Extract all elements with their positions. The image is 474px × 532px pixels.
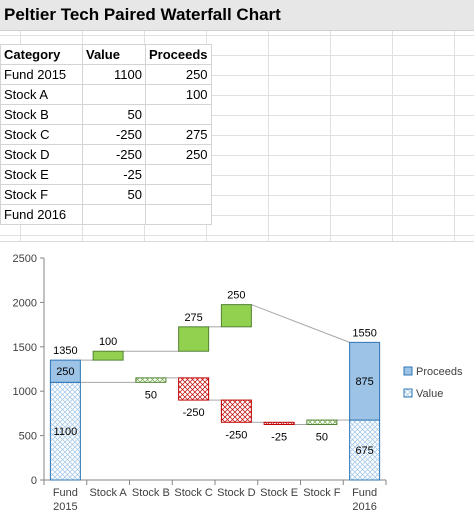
legend-swatch-value bbox=[403, 388, 413, 398]
table-cell[interactable]: Stock E bbox=[0, 164, 83, 185]
bar-proceeds-stock-d[interactable] bbox=[220, 304, 252, 328]
x-tick-label: 2015 bbox=[53, 501, 77, 513]
data-label: 50 bbox=[145, 389, 157, 401]
data-label: 100 bbox=[99, 336, 117, 348]
x-tick-label: Stock D bbox=[217, 487, 256, 499]
bar-proceeds-fund-2015[interactable] bbox=[49, 359, 81, 383]
data-label: 250 bbox=[227, 290, 245, 302]
y-tick-label: 1500 bbox=[13, 342, 37, 354]
data-label: 675 bbox=[355, 445, 373, 457]
table-cell[interactable]: Fund 2015 bbox=[0, 64, 83, 85]
y-tick-label: 2000 bbox=[13, 297, 37, 309]
header-value[interactable]: Value bbox=[82, 44, 146, 65]
y-tick-label: 2500 bbox=[13, 253, 37, 265]
data-label: 275 bbox=[184, 312, 202, 324]
bar-value-stock-e[interactable] bbox=[263, 421, 295, 425]
y-tick-label: 1000 bbox=[13, 386, 37, 398]
x-tick-label: Stock B bbox=[132, 487, 170, 499]
table-row: Stock D -250 250 bbox=[0, 144, 212, 165]
table-row: Stock E -25 bbox=[0, 164, 212, 185]
x-tick-label: Fund bbox=[352, 487, 377, 499]
bar-proceeds-stock-c[interactable] bbox=[178, 326, 210, 352]
data-table: Category Value Proceeds Fund 2015 1100 250… bbox=[0, 44, 212, 225]
x-tick-label: 2016 bbox=[352, 501, 376, 513]
data-label: 875 bbox=[355, 376, 373, 388]
table-cell[interactable]: 50 bbox=[82, 104, 146, 125]
bar-value-stock-d[interactable] bbox=[220, 399, 252, 423]
table-row: Fund 2016 bbox=[0, 204, 212, 225]
table-cell[interactable]: 250 bbox=[145, 144, 212, 165]
data-label: -250 bbox=[183, 407, 205, 419]
table-cell[interactable]: 1100 bbox=[82, 64, 146, 85]
table-cell[interactable]: -250 bbox=[82, 124, 146, 145]
table-cell[interactable]: Fund 2016 bbox=[0, 204, 83, 225]
y-tick-label: 0 bbox=[31, 475, 37, 487]
legend-label-proceeds[interactable]: Proceeds bbox=[416, 366, 463, 378]
data-label: 50 bbox=[316, 432, 328, 444]
table-cell[interactable]: -25 bbox=[82, 164, 146, 185]
data-label: 1550 bbox=[352, 327, 376, 339]
bar-proceeds-stock-a[interactable] bbox=[92, 350, 124, 361]
title-bar: Peltier Tech Paired Waterfall Chart bbox=[0, 0, 474, 31]
header-category[interactable]: Category bbox=[0, 44, 83, 65]
table-row: Fund 2015 1100 250 bbox=[0, 64, 212, 85]
table-row: Stock C -250 275 bbox=[0, 124, 212, 145]
bar-value-fund-2015[interactable] bbox=[49, 381, 81, 481]
table-cell[interactable]: 50 bbox=[82, 184, 146, 205]
table-cell[interactable] bbox=[145, 104, 212, 125]
waterfall-chart[interactable]: 0 500 1000 1500 2000 2500 Fund 2015 Stock A Stock… bbox=[0, 242, 474, 527]
x-tick-label: Stock E bbox=[260, 487, 298, 499]
table-cell[interactable]: Stock D bbox=[0, 144, 83, 165]
x-tick-label: Stock F bbox=[303, 487, 341, 499]
bar-value-stock-b[interactable] bbox=[135, 377, 167, 383]
bar-proceeds-fund-2016[interactable] bbox=[349, 341, 381, 421]
data-label: 1100 bbox=[54, 426, 78, 438]
x-tick-label: Stock C bbox=[174, 487, 213, 499]
bar-value-stock-f[interactable] bbox=[306, 419, 338, 425]
legend-label-value[interactable]: Value bbox=[416, 388, 443, 400]
table-row: Stock B 50 bbox=[0, 104, 212, 125]
table-header-row: Category Value Proceeds bbox=[0, 44, 212, 65]
x-tick-label: Fund bbox=[53, 487, 78, 499]
table-row: Stock F 50 bbox=[0, 184, 212, 205]
table-cell[interactable] bbox=[82, 204, 146, 225]
table-cell[interactable] bbox=[145, 164, 212, 185]
table-cell[interactable]: 250 bbox=[145, 64, 212, 85]
table-cell[interactable]: Stock B bbox=[0, 104, 83, 125]
y-tick-label: 500 bbox=[19, 431, 37, 443]
table-cell[interactable] bbox=[145, 204, 212, 225]
data-label: -250 bbox=[225, 429, 247, 441]
table-cell[interactable]: 100 bbox=[145, 84, 212, 105]
bar-value-stock-c[interactable] bbox=[178, 377, 210, 401]
page-title: Peltier Tech Paired Waterfall Chart bbox=[4, 5, 281, 24]
data-label: 1350 bbox=[53, 345, 77, 357]
table-cell[interactable]: Stock F bbox=[0, 184, 83, 205]
table-cell[interactable]: 275 bbox=[145, 124, 212, 145]
table-row: Stock A 100 bbox=[0, 84, 212, 105]
data-label: 250 bbox=[56, 366, 74, 378]
connector-line bbox=[251, 304, 350, 343]
legend-swatch-proceeds bbox=[403, 366, 413, 376]
table-cell[interactable]: Stock A bbox=[0, 84, 83, 105]
table-cell[interactable]: -250 bbox=[82, 144, 146, 165]
data-label: -25 bbox=[271, 432, 287, 444]
chart-area[interactable]: 0 500 1000 1500 2000 2500 Fund 2015 Stock A Stock… bbox=[0, 241, 474, 527]
table-cell[interactable]: Stock C bbox=[0, 124, 83, 145]
x-tick-label: Stock A bbox=[89, 487, 127, 499]
table-cell[interactable] bbox=[145, 184, 212, 205]
table-cell[interactable] bbox=[82, 84, 146, 105]
header-proceeds[interactable]: Proceeds bbox=[145, 44, 212, 65]
bar-value-fund-2016[interactable] bbox=[349, 419, 381, 481]
